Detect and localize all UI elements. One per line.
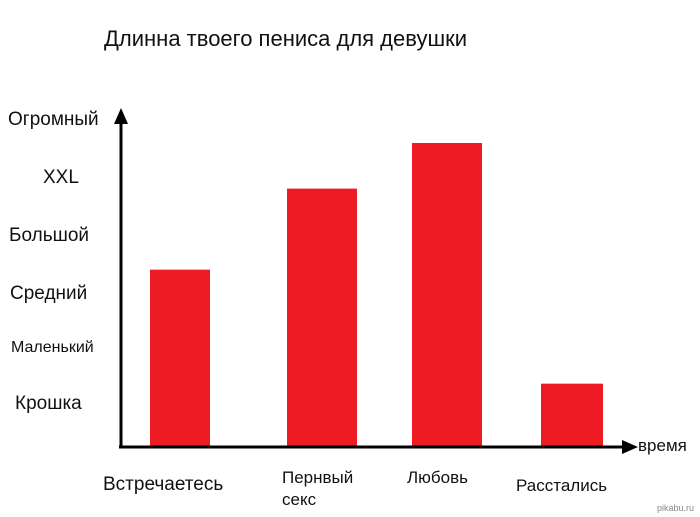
- y-tick-malenkiy: Маленький: [11, 339, 94, 356]
- x-tick-rasstalis: Расстались: [516, 476, 608, 495]
- x-tick-vstrechaetes: Встречаетесь: [103, 474, 224, 495]
- bar-3: [412, 143, 482, 447]
- x-axis-label: время: [638, 436, 687, 455]
- y-tick-bolshoy: Большой: [9, 225, 90, 246]
- bar-2: [287, 188, 357, 447]
- bar-1: [150, 269, 210, 447]
- x-tick-lyubov: Любовь: [407, 468, 468, 487]
- y-tick-xxl: XXL: [43, 167, 79, 188]
- bar-4: [541, 383, 603, 447]
- y-tick-kroshka: Крошка: [15, 393, 82, 414]
- y-axis-arrow: [114, 108, 128, 124]
- chart-title: Длинна твоего пениса для девушки: [104, 26, 468, 51]
- x-tick-pervy-seks: Пернвый секс: [282, 468, 354, 510]
- watermark: pikabu.ru: [656, 503, 694, 513]
- x-axis-arrow: [622, 440, 638, 454]
- y-tick-sredniy: Средний: [10, 283, 88, 304]
- y-tick-ogromny: Огромный: [8, 109, 99, 130]
